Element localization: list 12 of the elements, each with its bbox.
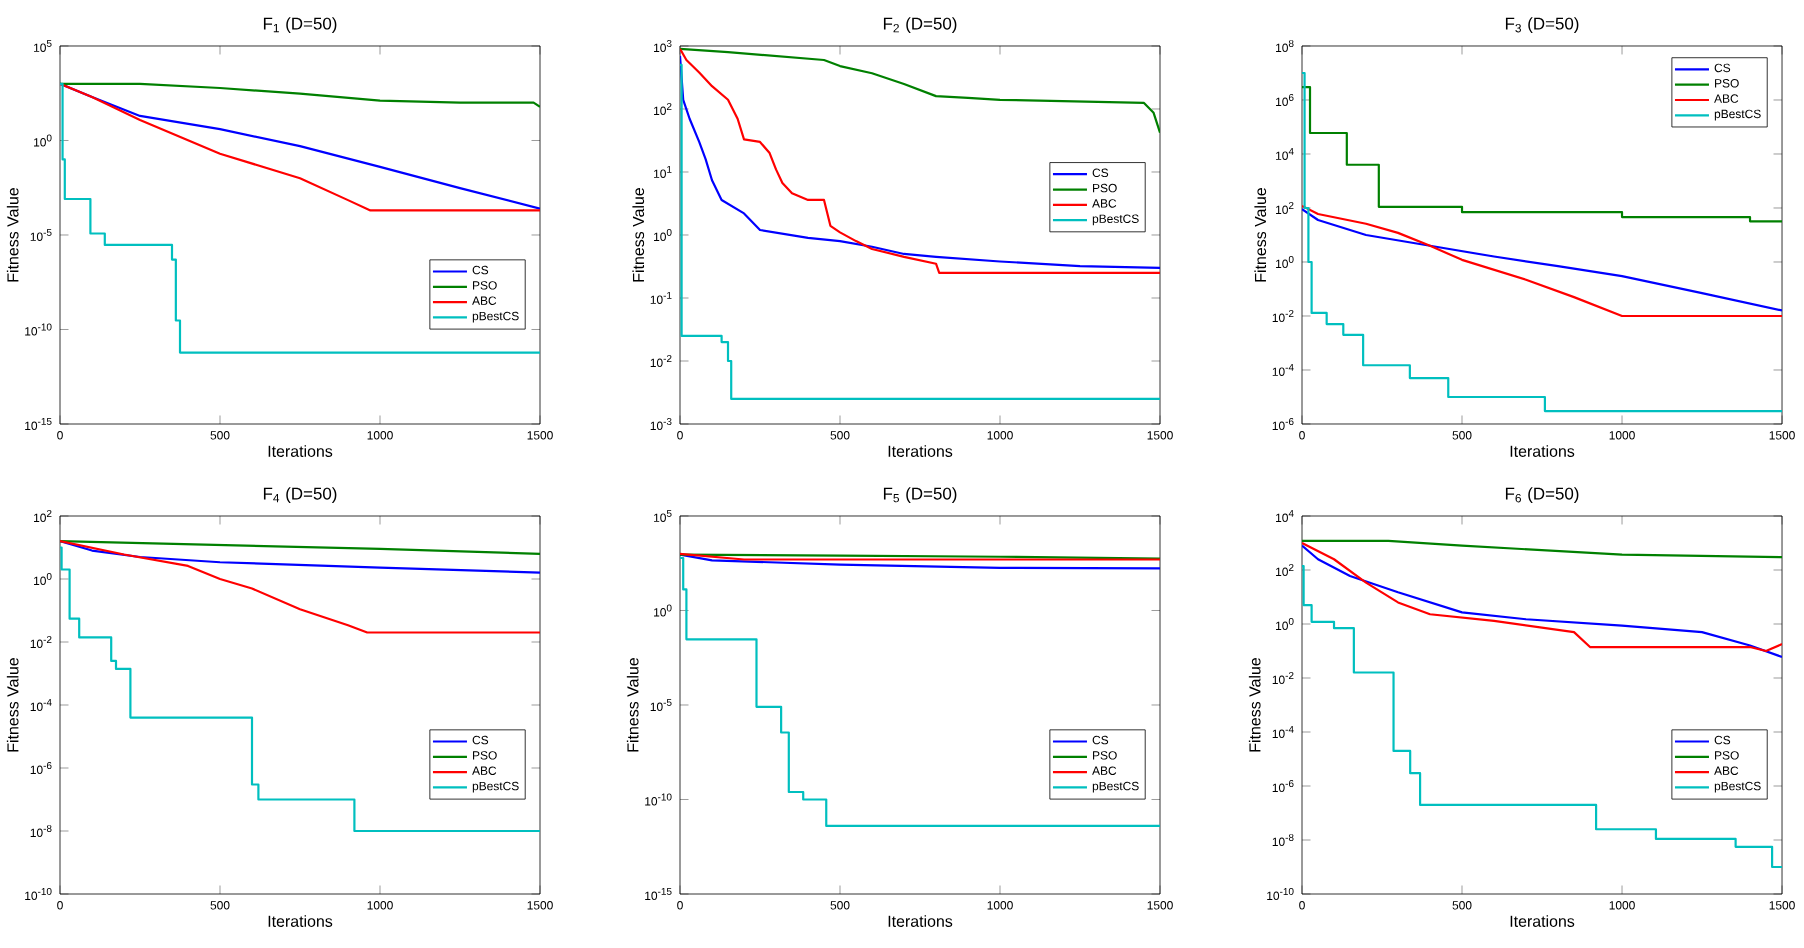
chart-title: F$_{3}$ (D=50) [1505,17,1579,33]
chart-title: F$_{4}$ (D=50) [263,487,337,503]
chart-title: F$_{6}$ (D=50) [1505,487,1579,503]
line-series [60,82,540,108]
line-series [680,553,1161,570]
line-series [680,47,1161,134]
chart-title: F$_{1}$ (D=50) [263,17,337,33]
line-series [60,539,540,634]
line-series [1302,539,1783,559]
chart-title: F$_{5}$ (D=50) [883,487,957,503]
line-series [60,539,540,574]
chart-title: F$_{2}$ (D=50) [883,17,957,33]
